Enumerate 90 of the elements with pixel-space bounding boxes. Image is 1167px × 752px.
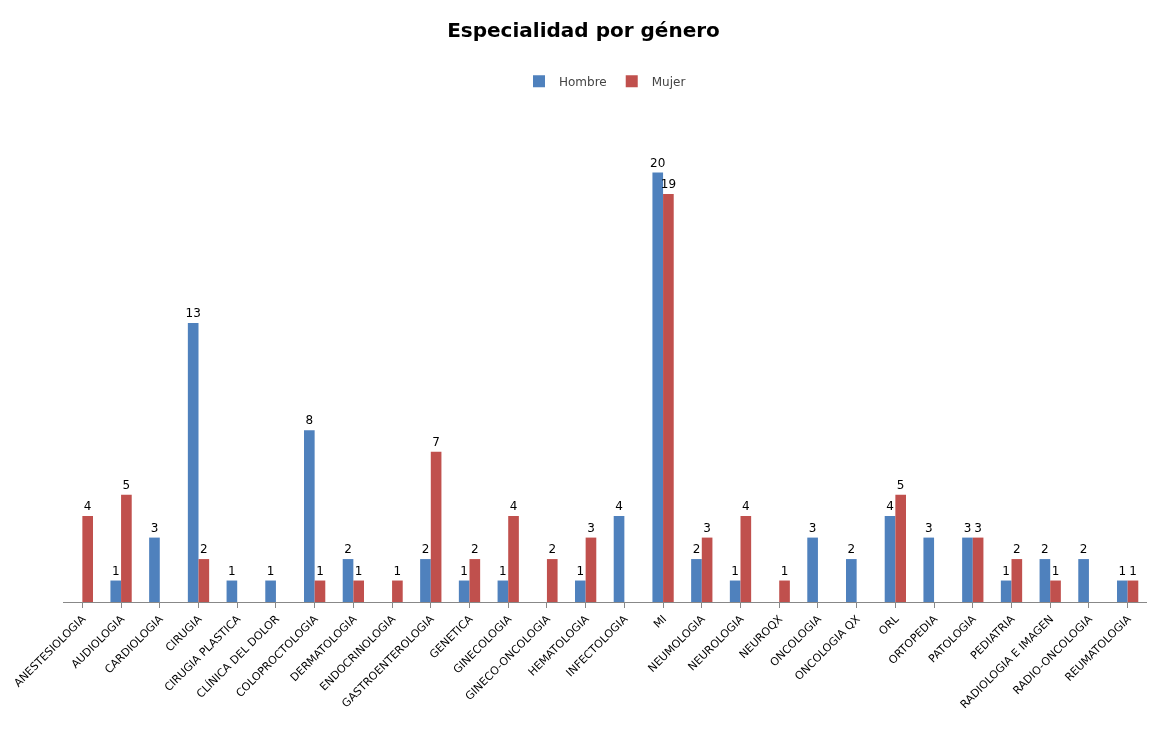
- data-label: 3: [963, 520, 972, 535]
- bar: [613, 516, 625, 602]
- data-label: 1: [499, 563, 507, 578]
- data-label: 2: [548, 542, 557, 557]
- bar: [508, 516, 519, 602]
- data-label: 5: [896, 477, 905, 492]
- data-label: 1: [393, 563, 402, 578]
- data-label: 13: [185, 305, 201, 320]
- bar: [846, 559, 857, 602]
- data-label: 1: [1118, 563, 1127, 578]
- data-label: 7: [432, 434, 440, 449]
- bar: [110, 580, 122, 602]
- bar: [121, 494, 132, 602]
- bar: [314, 580, 326, 602]
- data-label: 2: [847, 542, 856, 557]
- data-label: 1: [1051, 563, 1060, 578]
- bar: [1117, 580, 1128, 602]
- data-label: 2: [692, 542, 701, 557]
- bar: [962, 537, 973, 602]
- data-label: 1: [460, 563, 468, 578]
- data-label: 2: [200, 542, 208, 557]
- data-label: 2: [344, 542, 352, 557]
- bar: [226, 580, 238, 602]
- data-label: 5: [122, 477, 131, 492]
- data-label: 1: [354, 563, 363, 578]
- data-label: 3: [587, 520, 595, 535]
- bar: [575, 580, 586, 602]
- bar: [1078, 559, 1089, 602]
- data-label: 4: [742, 499, 750, 514]
- bar: [497, 580, 509, 602]
- data-label: 4: [509, 499, 518, 514]
- bar: [149, 537, 160, 602]
- bar: [779, 580, 790, 602]
- data-label: 1: [228, 563, 236, 578]
- data-label: 4: [615, 499, 623, 514]
- bar: [392, 580, 403, 602]
- data-label: 8: [305, 413, 314, 428]
- bar: [82, 516, 93, 602]
- bar: [420, 559, 431, 602]
- bar: [729, 580, 741, 602]
- bar: [1127, 580, 1139, 602]
- bar: [807, 537, 818, 602]
- bar: [585, 537, 597, 602]
- data-label: 1: [111, 563, 120, 578]
- legend-label: Hombre: [559, 74, 607, 89]
- data-label: 20: [650, 155, 666, 170]
- data-label: 1: [1002, 563, 1010, 578]
- bar: [691, 559, 702, 602]
- data-label: 3: [150, 520, 159, 535]
- bar: [198, 559, 210, 602]
- bar: [353, 580, 364, 602]
- data-label: 2: [1013, 542, 1021, 557]
- data-label: 2: [421, 542, 430, 557]
- data-label: 1: [316, 563, 324, 578]
- data-label: 2: [1041, 542, 1049, 557]
- bar: [304, 430, 315, 602]
- data-label: 3: [703, 520, 711, 535]
- bar: [187, 322, 199, 602]
- chart-title: Especialidad por género: [447, 17, 720, 42]
- data-label: 1: [266, 563, 275, 578]
- data-label: 2: [471, 542, 479, 557]
- bar: [342, 559, 354, 602]
- bar: [701, 537, 713, 602]
- data-label: 4: [83, 499, 92, 514]
- bar: [1011, 559, 1023, 602]
- bar: [663, 194, 674, 602]
- data-label: 3: [808, 520, 817, 535]
- bar: [430, 451, 442, 602]
- bar: [1039, 559, 1051, 602]
- bar: [895, 494, 906, 602]
- bar: [740, 516, 752, 602]
- legend-label: Mujer: [651, 74, 686, 89]
- data-label: 1: [780, 563, 789, 578]
- data-label: 1: [731, 563, 739, 578]
- data-label: 3: [974, 520, 982, 535]
- bar: [458, 580, 470, 602]
- bar: [972, 537, 984, 602]
- data-label: 1: [576, 563, 585, 578]
- bar: [265, 580, 276, 602]
- bar: [923, 537, 935, 602]
- bar: [884, 516, 896, 602]
- data-label: 4: [886, 499, 894, 514]
- data-label: 1: [1129, 563, 1137, 578]
- bar: [546, 559, 558, 602]
- bar: [1050, 580, 1061, 602]
- bar: [1000, 580, 1012, 602]
- data-label: 2: [1079, 542, 1088, 557]
- bar: [652, 172, 664, 602]
- data-label: 3: [924, 520, 933, 535]
- bar: [469, 559, 481, 602]
